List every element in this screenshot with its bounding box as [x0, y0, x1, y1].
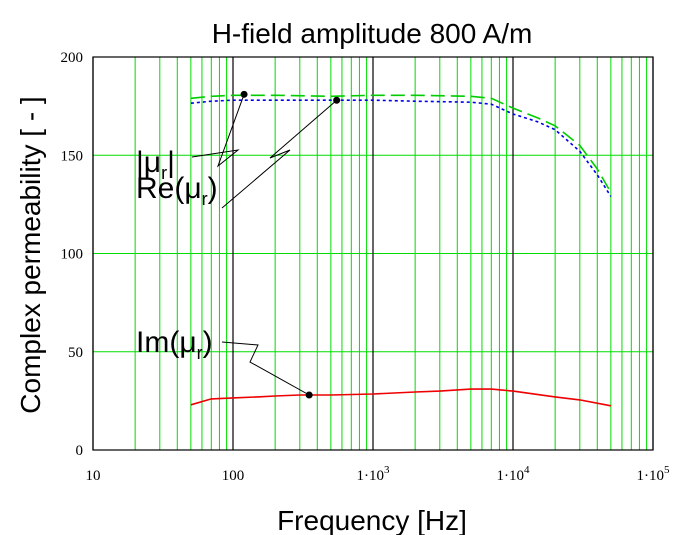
plot-frame [92, 56, 654, 451]
series-line-re [190, 99, 612, 197]
x-tick-label: 1·104 [497, 464, 531, 484]
annotation-label-re: Re(μr) [136, 172, 218, 209]
x-axis-label: Frequency [Hz] [277, 505, 467, 535]
annotation-marker-im [305, 391, 313, 399]
x-tick-label: 1·105 [637, 464, 671, 484]
annotation-leader-re [221, 99, 338, 209]
series-line-im [190, 388, 612, 407]
annotation-label-im: Im(μr) [136, 326, 213, 363]
y-tick-label: 50 [68, 345, 83, 361]
annotation-marker-re [333, 96, 341, 104]
annotation-marker-abs [240, 90, 248, 98]
series-line-abs [190, 94, 612, 193]
annotations: |μr|Re(μr) Im(μr) [136, 90, 341, 399]
annotation-label-abs: |μr| [136, 146, 175, 183]
y-axis-label: Complex permeability [ - ] [15, 96, 46, 413]
annotation-leader-im [221, 341, 310, 396]
tick-labels: 10 100 1·103 1·104 1·105 0 50 100 150 200 [61, 50, 671, 484]
y-tick-label: 150 [61, 148, 84, 164]
x-tick-label: 1·103 [357, 464, 391, 484]
series-layer [190, 94, 612, 407]
x-tick-label: 10 [86, 468, 101, 484]
y-tick-label: 0 [76, 443, 84, 459]
x-tick-label: 100 [222, 468, 245, 484]
y-tick-label: 100 [61, 247, 84, 263]
annotation-leader-abs [191, 94, 245, 168]
grid [92, 56, 654, 451]
chart-title: H-field amplitude 800 A/m [212, 18, 533, 49]
y-tick-label: 200 [61, 50, 84, 66]
